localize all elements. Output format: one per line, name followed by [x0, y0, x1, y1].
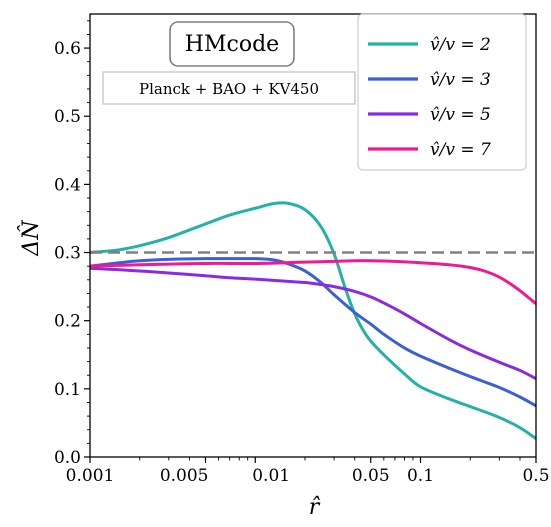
y-tick-label: 0.0 — [54, 448, 81, 468]
x-tick-label: 0.005 — [160, 466, 209, 486]
series-line-2 — [90, 257, 536, 408]
y-tick-label: 0.2 — [54, 312, 81, 332]
legend: v̂/v = 2 v̂/v = 3 v̂/v = 5 v̂/v = 7 — [357, 13, 527, 171]
chart-title: HMcode — [185, 32, 279, 57]
legend-label: v̂/v = 5 — [430, 105, 491, 125]
y-tick-label: 0.3 — [54, 244, 81, 264]
x-axis-label: r̂ — [309, 495, 321, 520]
legend-label: v̂/v = 3 — [430, 70, 491, 90]
x-tick-label: 0.1 — [407, 466, 434, 486]
y-tick-label: 0.6 — [54, 39, 81, 59]
series-layer — [90, 201, 536, 440]
y-tick-label: 0.5 — [54, 107, 81, 127]
y-tick-label: 0.1 — [54, 380, 81, 400]
title-box: HMcode — [169, 21, 295, 67]
plot-frame — [89, 13, 537, 458]
subtitle-box: Planck + BAO + KV450 — [102, 71, 356, 105]
y-axis-label: ΔN̂ — [18, 220, 44, 257]
series-line-3 — [90, 266, 536, 380]
x-tick-label: 0.001 — [66, 466, 115, 486]
legend-label: v̂/v = 7 — [430, 140, 491, 160]
series-line-4 — [90, 259, 536, 305]
x-tick-label: 0.5 — [522, 466, 549, 486]
legend-label: v̂/v = 2 — [430, 35, 491, 55]
tick-layer: 0.0 0.1 0.2 0.3 0.4 0.5 0.6 0.001 0.005 0.01 0.05 0… — [54, 20, 550, 486]
chart-subtitle: Planck + BAO + KV450 — [139, 80, 319, 98]
series-line-1 — [90, 201, 536, 440]
x-tick-label: 0.05 — [352, 466, 390, 486]
x-tick-label: 0.01 — [252, 466, 290, 486]
y-tick-label: 0.4 — [54, 175, 81, 195]
